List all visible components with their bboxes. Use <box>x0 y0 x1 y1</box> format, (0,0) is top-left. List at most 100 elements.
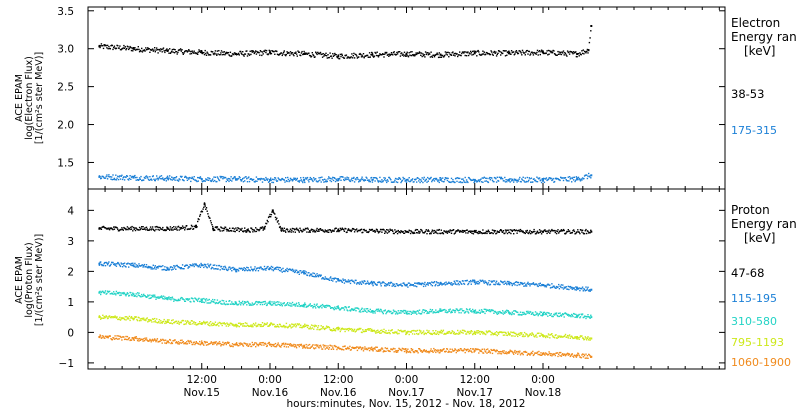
data-point <box>448 281 450 283</box>
data-point <box>130 317 132 319</box>
data-point <box>444 54 446 57</box>
data-point <box>467 311 469 313</box>
data-point-anchor <box>371 282 374 285</box>
data-point <box>493 283 495 286</box>
data-point <box>360 346 362 349</box>
data-point <box>162 48 164 50</box>
data-point <box>378 350 380 352</box>
data-point <box>476 281 478 283</box>
data-point <box>557 335 559 337</box>
data-point <box>513 282 515 284</box>
data-point <box>414 282 416 284</box>
data-point <box>130 264 132 266</box>
data-point <box>534 311 537 313</box>
data-point <box>215 301 217 304</box>
data-point <box>343 307 345 309</box>
data-point <box>211 179 213 181</box>
data-point <box>339 309 341 311</box>
data-point <box>304 177 307 179</box>
data-point <box>272 266 274 268</box>
data-point <box>466 279 468 282</box>
data-point-anchor <box>98 316 101 319</box>
data-point <box>583 53 585 55</box>
data-point <box>256 303 258 306</box>
data-point <box>566 231 569 233</box>
data-point <box>257 302 260 304</box>
data-point <box>151 49 153 51</box>
data-point <box>138 48 140 51</box>
data-point <box>214 324 216 326</box>
data-point <box>381 54 383 56</box>
data-point <box>290 231 292 233</box>
data-point <box>516 284 518 287</box>
data-point <box>267 302 270 304</box>
data-point <box>104 261 106 264</box>
data-point <box>433 178 435 180</box>
data-point <box>153 178 155 180</box>
data-point <box>360 327 362 330</box>
data-point <box>390 179 392 181</box>
data-point <box>428 312 430 314</box>
data-point <box>320 181 322 183</box>
data-point <box>209 342 212 344</box>
data-point <box>491 331 493 334</box>
data-point <box>364 329 367 331</box>
data-point <box>373 347 376 349</box>
data-point <box>420 179 422 181</box>
data-point <box>496 176 498 178</box>
data-point <box>583 338 586 340</box>
data-point <box>462 310 464 312</box>
data-point <box>154 339 156 341</box>
data-point <box>377 308 380 310</box>
data-point <box>169 175 171 177</box>
data-point <box>308 347 310 349</box>
data-point <box>246 304 248 306</box>
data-point <box>566 50 569 52</box>
data-point <box>258 267 260 269</box>
data-point <box>470 330 472 332</box>
data-point <box>312 324 314 327</box>
data-point <box>276 266 279 268</box>
data-point <box>211 224 213 226</box>
data-point <box>583 316 585 319</box>
data-point <box>373 329 376 332</box>
data-point <box>257 343 259 346</box>
data-point <box>481 177 483 179</box>
data-point <box>589 175 591 177</box>
data-point <box>136 266 138 268</box>
data-point <box>143 263 146 266</box>
data-point <box>346 57 348 59</box>
data-point <box>283 230 285 232</box>
data-point <box>347 346 349 349</box>
data-point <box>452 51 454 53</box>
data-point <box>300 344 302 346</box>
data-point <box>163 268 165 271</box>
data-point <box>109 264 111 267</box>
data-point <box>550 177 552 180</box>
data-point <box>385 285 387 287</box>
data-point <box>459 281 462 283</box>
data-point <box>452 54 455 56</box>
data-point <box>537 285 539 288</box>
data-point <box>286 267 288 270</box>
data-point <box>384 230 386 232</box>
data-point <box>241 267 243 270</box>
data-point <box>381 331 384 333</box>
data-point <box>370 281 372 283</box>
data-point <box>567 313 569 316</box>
data-point <box>113 178 115 181</box>
data-point <box>244 227 246 229</box>
data-point <box>436 179 438 181</box>
data-point <box>420 52 423 54</box>
data-point <box>548 229 550 231</box>
data-point <box>255 50 257 52</box>
data-point <box>127 317 129 319</box>
data-point <box>126 47 128 50</box>
data-point <box>248 53 250 55</box>
data-point <box>563 54 565 56</box>
data-point <box>359 180 361 182</box>
data-point <box>304 303 307 306</box>
data-point <box>188 50 191 52</box>
data-point <box>130 262 133 265</box>
data-point <box>513 51 515 53</box>
